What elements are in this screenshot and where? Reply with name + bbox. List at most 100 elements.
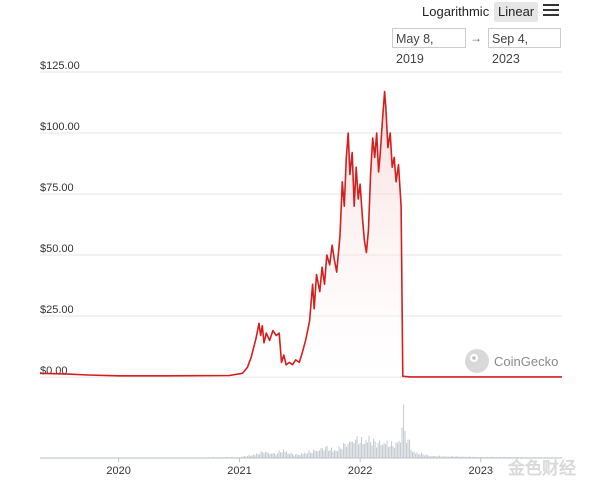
x-tick-label: 2022 <box>348 465 372 477</box>
volume-bar <box>460 456 462 458</box>
volume-bar <box>398 440 400 458</box>
volume-bar <box>391 441 393 458</box>
volume-bar <box>296 453 298 458</box>
volume-bar <box>341 449 343 458</box>
volume-bar <box>407 439 409 458</box>
volume-bar <box>244 455 246 458</box>
coingecko-watermark: CoinGecko <box>465 349 558 373</box>
volume-bar <box>272 453 274 458</box>
volume-bar <box>305 453 307 458</box>
volume-bar <box>464 456 466 458</box>
volume-bar <box>340 448 342 458</box>
volume-bar <box>470 456 472 458</box>
volume-bar <box>332 451 334 458</box>
volume-bar <box>521 456 523 458</box>
volume-bar <box>473 456 475 458</box>
logarithmic-scale-button[interactable]: Logarithmic <box>422 4 490 19</box>
volume-bar <box>259 454 261 458</box>
volume-bar <box>263 453 265 458</box>
volume-bar <box>376 447 378 458</box>
volume-bar <box>257 454 259 458</box>
coingecko-brand-text: CoinGecko <box>494 354 558 369</box>
volume-bar <box>287 453 289 458</box>
volume-bar <box>395 442 397 458</box>
volume-bar <box>350 441 352 458</box>
volume-bar <box>301 453 303 458</box>
date-from-input[interactable]: May 8, 2019 <box>392 28 466 66</box>
volume-bar <box>326 445 328 458</box>
volume-bar <box>455 456 457 458</box>
volume-bar <box>256 453 258 458</box>
volume-bar <box>311 452 313 458</box>
volume-bar <box>443 455 445 458</box>
volume-bar <box>304 452 306 458</box>
y-tick-label: $125.00 <box>40 60 80 72</box>
linear-scale-button[interactable]: Linear <box>494 2 539 22</box>
volume-bar <box>265 451 267 458</box>
volume-bar <box>268 453 270 458</box>
y-tick-label: $100.00 <box>40 121 80 133</box>
volume-bar <box>274 452 276 458</box>
volume-bar <box>457 456 459 458</box>
volume-bar <box>281 452 283 458</box>
volume-bar <box>392 446 394 458</box>
volume-bar <box>352 441 354 458</box>
volume-bar <box>458 456 460 458</box>
volume-bar <box>436 456 438 458</box>
volume-bar <box>328 450 330 458</box>
y-tick-label: $75.00 <box>40 182 74 194</box>
volume-bar <box>389 446 391 458</box>
volume-bar <box>365 440 367 458</box>
volume-bar <box>388 447 390 458</box>
volume-bar <box>271 453 273 458</box>
volume-bar <box>463 456 465 458</box>
volume-bar <box>380 445 382 458</box>
volume-bar <box>452 456 454 458</box>
volume-bar <box>356 436 358 458</box>
y-tick-label: $50.00 <box>40 243 74 255</box>
volume-bar <box>313 449 315 458</box>
volume-bar <box>314 450 316 458</box>
volume-bar <box>400 442 402 458</box>
volume-bar <box>428 455 430 458</box>
volume-bar <box>481 456 483 458</box>
volume-bar <box>353 442 355 458</box>
volume-bar <box>374 441 376 458</box>
volume-bar <box>343 442 345 458</box>
volume-bar <box>421 452 423 458</box>
volume-bar <box>397 443 399 458</box>
volume-bar <box>280 452 282 458</box>
corner-watermark-text: 金色财经 <box>507 458 576 478</box>
volume-bar <box>277 453 279 458</box>
x-tick-label: 2021 <box>227 465 251 477</box>
hamburger-icon[interactable] <box>543 4 559 18</box>
volume-bar <box>289 454 291 458</box>
volume-bar <box>386 440 388 458</box>
volume-bar <box>334 449 336 458</box>
volume-bar <box>425 454 427 458</box>
volume-bar <box>260 451 262 458</box>
volume-bar <box>262 452 264 458</box>
volume-bar <box>358 444 360 458</box>
volume-bar <box>310 452 312 458</box>
volume-bar <box>379 440 381 458</box>
volume-bar <box>499 456 501 458</box>
volume-bar <box>359 442 361 458</box>
volume-bar <box>247 455 249 458</box>
x-tick-label: 2023 <box>468 465 492 477</box>
volume-bar <box>449 456 451 458</box>
volume-bar <box>394 448 396 458</box>
volume-bar <box>401 427 403 458</box>
volume-bar <box>317 451 319 458</box>
gecko-logo-pupil <box>472 356 476 360</box>
volume-bar <box>433 455 435 458</box>
volume-bar <box>377 442 379 458</box>
date-to-input[interactable]: Sep 4, 2023 <box>488 28 561 66</box>
volume-bar <box>307 453 309 458</box>
volume-bar <box>319 450 321 458</box>
volume-bar <box>431 456 433 458</box>
volume-bar <box>242 456 244 458</box>
volume-bar <box>409 439 411 458</box>
volume-bar <box>308 450 310 458</box>
